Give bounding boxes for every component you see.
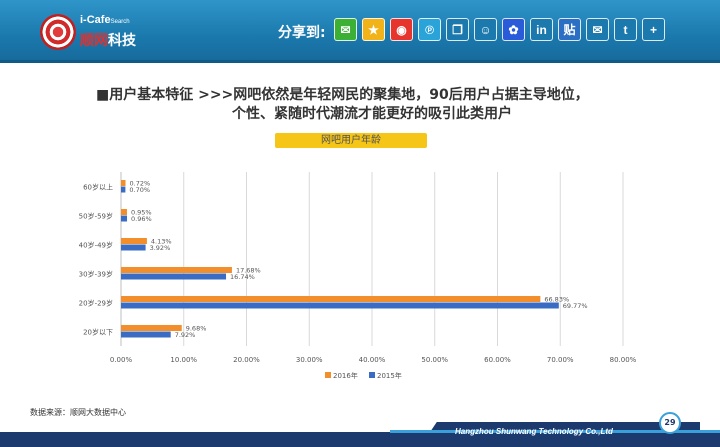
data-label: 0.95% — [131, 209, 152, 217]
page-title-line2: 个性、紧随时代潮流才能更好的吸引此类用户 — [232, 106, 512, 122]
baidu-icon[interactable]: ✿ — [502, 18, 525, 41]
x-tick-label: 20.00% — [233, 356, 260, 364]
tencent-weibo-icon[interactable]: ℗ — [418, 18, 441, 41]
data-label: 4.13% — [151, 238, 172, 246]
bar-2015 — [121, 215, 128, 222]
y-category-label: 50岁-59岁 — [79, 212, 113, 221]
age-bar-chart: 0.00% 10.00% 20.00% 30.00% 40.00% 50.00% 60.00… — [79, 172, 637, 380]
x-tick-label: 0.00% — [110, 356, 133, 364]
share-icon-bar: ✉ ★ ◉ ℗ ❐ ☺ ✿ in 贴 ✉ t + — [334, 18, 665, 41]
y-category-label: 30岁-39岁 — [79, 270, 113, 279]
data-label: 66.83% — [544, 296, 569, 304]
bar-2016 — [121, 180, 126, 186]
data-label: 16.74% — [230, 273, 255, 281]
bar-2016 — [121, 325, 182, 331]
company-logo: i-CafeSearch 顺网科技 — [40, 12, 180, 52]
wechat-icon[interactable]: ✉ — [334, 18, 357, 41]
bar-2015 — [121, 186, 126, 193]
legend-label: 2016年 — [333, 371, 358, 380]
y-category-label: 20岁以下 — [83, 328, 113, 337]
x-tick-label: 40.00% — [359, 356, 386, 364]
data-label: 0.70% — [129, 186, 150, 194]
chart-tag: 网吧用户年龄 — [275, 133, 427, 148]
y-category-label: 40岁-49岁 — [79, 241, 113, 250]
header-bar: i-CafeSearch 顺网科技 分享到: ✉ ★ ◉ ℗ ❐ ☺ ✿ in 贴 ✉ t + — [0, 0, 720, 60]
data-label: 3.92% — [150, 244, 171, 252]
bar-2015 — [121, 244, 146, 251]
bar-2015 — [121, 331, 171, 338]
page-number: 29 — [659, 412, 681, 434]
data-label: 17.68% — [236, 267, 261, 275]
logo-brand-text: 顺网科技 — [80, 33, 136, 49]
weibo-icon[interactable]: ◉ — [390, 18, 413, 41]
email-icon[interactable]: ✉ — [586, 18, 609, 41]
y-category-label: 60岁以上 — [83, 183, 113, 192]
x-tick-label: 80.00% — [610, 356, 637, 364]
data-label: 7.92% — [175, 331, 196, 339]
logo-top-text: i-CafeSearch — [80, 14, 130, 26]
bar-2016 — [121, 238, 147, 244]
data-label: 69.77% — [563, 302, 588, 310]
bar-2015 — [121, 302, 559, 309]
data-source: 数据来源：顺网大数据中心 — [30, 408, 126, 417]
x-tick-label: 60.00% — [484, 356, 511, 364]
legend-swatch-2015 — [369, 372, 375, 378]
page-title-line1: ■用户基本特征 >>>网吧依然是年轻网民的聚集地，90后用户占据主导地位， — [96, 87, 589, 103]
x-tick-label: 30.00% — [296, 356, 323, 364]
more-plus-icon[interactable]: + — [642, 18, 665, 41]
qq-icon[interactable]: ☺ — [474, 18, 497, 41]
footer-accent-line — [390, 430, 720, 433]
company-name: Hangzhou Shunwang Technology Co.,Ltd — [455, 427, 613, 436]
bar-2016 — [121, 209, 127, 215]
linkedin-icon[interactable]: in — [530, 18, 553, 41]
share-label: 分享到: — [278, 25, 326, 41]
copy-icon[interactable]: ❐ — [446, 18, 469, 41]
x-tick-label: 70.00% — [547, 356, 574, 364]
header-divider — [0, 60, 720, 63]
bar-2015 — [121, 273, 227, 280]
data-label: 0.72% — [130, 180, 151, 188]
data-label: 0.96% — [131, 215, 152, 223]
legend-swatch-2016 — [325, 372, 331, 378]
y-category-label: 20岁-29岁 — [79, 299, 113, 308]
bar-2016 — [121, 296, 541, 302]
x-tick-label: 10.00% — [170, 356, 197, 364]
twitter-icon[interactable]: t — [614, 18, 637, 41]
legend-label: 2015年 — [377, 371, 402, 380]
logo-mark-icon — [40, 14, 76, 50]
bar-2016 — [121, 267, 232, 273]
qzone-star-icon[interactable]: ★ — [362, 18, 385, 41]
tieba-icon[interactable]: 贴 — [558, 18, 581, 41]
data-label: 9.68% — [186, 325, 207, 333]
footer-bar — [0, 432, 720, 447]
x-tick-label: 50.00% — [421, 356, 448, 364]
